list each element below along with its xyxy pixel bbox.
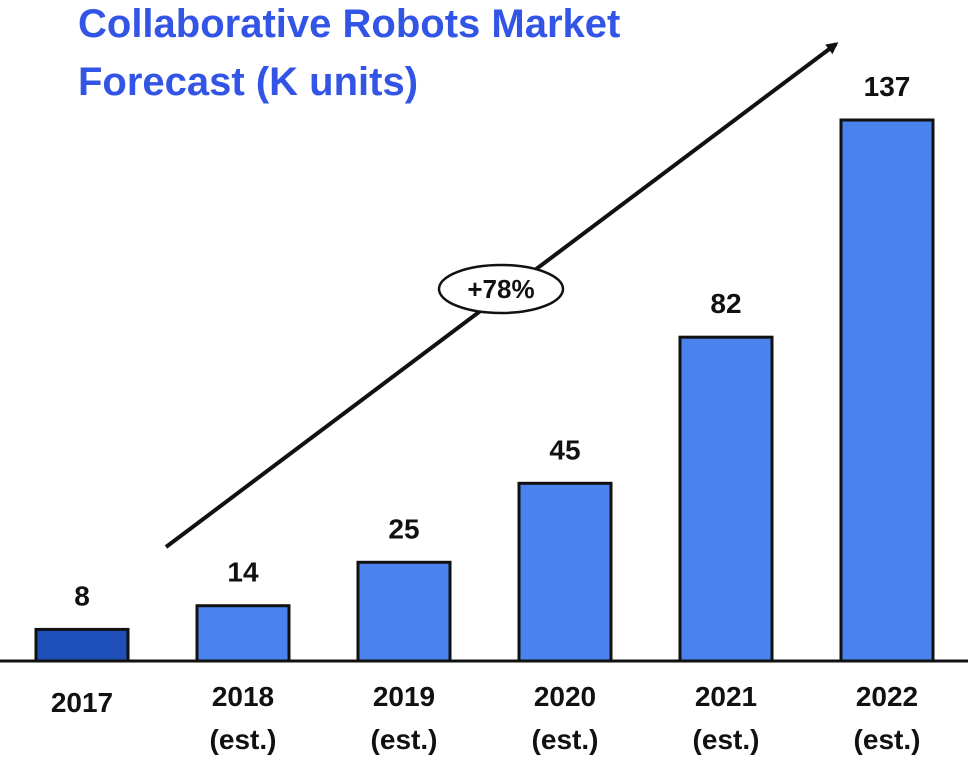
bar-2021 <box>678 335 774 663</box>
x-tick-label-2022: 2022 <box>856 681 918 712</box>
chart-title-line-2: Forecast (K units) <box>78 60 418 104</box>
value-label-2020: 45 <box>549 434 580 465</box>
growth-annotation-ellipse <box>437 263 565 315</box>
x-tick-labels-group: 2017 2018 (est.) 2019 (est.) 2020 (est.) 2021 (e… <box>51 681 921 755</box>
value-label-2017: 8 <box>74 580 90 611</box>
x-tick-label-2020: 2020 <box>534 681 596 712</box>
x-tick-sublabel-2019: (est.) <box>371 724 438 755</box>
x-tick-label-2017: 2017 <box>51 687 113 718</box>
value-label-2021: 82 <box>710 288 741 319</box>
value-label-2022: 137 <box>864 71 911 102</box>
x-tick-sublabel-2020: (est.) <box>532 724 599 755</box>
value-label-2018: 14 <box>227 557 259 588</box>
bar-2017 <box>34 627 130 663</box>
bar-2018 <box>195 604 291 663</box>
x-tick-sublabel-2018: (est.) <box>210 724 277 755</box>
bar-2019 <box>356 560 452 663</box>
bars-group <box>34 118 935 663</box>
bar-2022 <box>839 118 935 663</box>
chart-title-line-1: Collaborative Robots Market <box>78 2 620 46</box>
bar-2020 <box>517 481 613 663</box>
x-tick-sublabel-2022: (est.) <box>854 724 921 755</box>
x-tick-label-2021: 2021 <box>695 681 757 712</box>
x-tick-label-2018: 2018 <box>212 681 274 712</box>
value-label-2019: 25 <box>388 513 419 544</box>
x-tick-sublabel-2021: (est.) <box>693 724 760 755</box>
growth-annotation-text: +78% <box>467 274 534 304</box>
value-labels-group: 8 14 25 45 82 137 <box>74 71 910 611</box>
x-tick-label-2019: 2019 <box>373 681 435 712</box>
